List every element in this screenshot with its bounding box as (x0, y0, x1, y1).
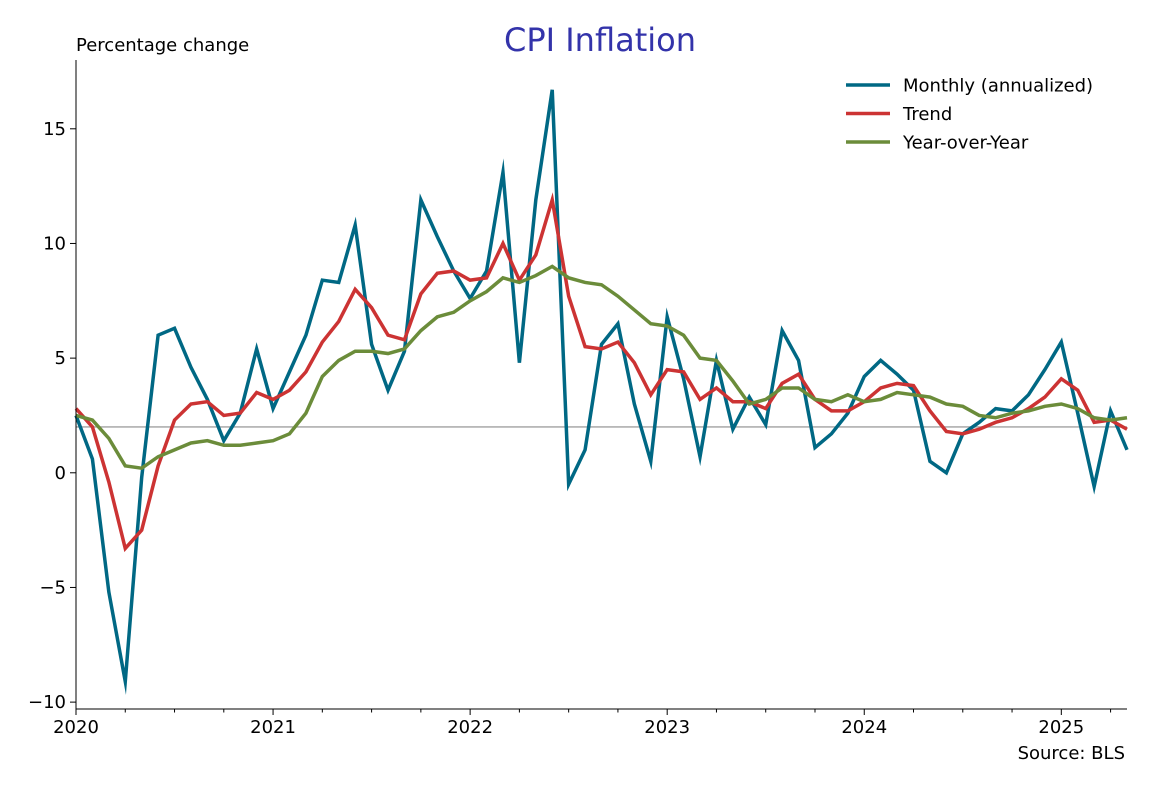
x-tick-label: 2022 (447, 717, 493, 738)
y-tick-label: 0 (55, 463, 66, 484)
legend: Monthly (annualized) Trend Year-over-Year (846, 76, 1093, 154)
y-tick-label: 5 (55, 348, 66, 369)
x-tick-label: 2020 (53, 717, 99, 738)
legend-label: Monthly (annualized) (903, 76, 1093, 97)
x-tick-label: 2025 (1038, 717, 1084, 738)
x-tick-label: 2023 (644, 717, 690, 738)
chart-title: CPI Inflation (504, 21, 696, 59)
series-line-3 (75, 264, 1128, 471)
series-line-2 (74, 192, 1128, 553)
x-tick-label: 2021 (250, 717, 296, 738)
y-tick-label: 15 (43, 119, 66, 140)
axes-layer: −10 −5 0 5 10 15 2020 2021 2022 2023 2024 2025 (28, 60, 1127, 738)
y-tick-label: −5 (39, 577, 66, 598)
legend-label: Year-over-Year (902, 133, 1029, 154)
legend-label: Trend (902, 104, 952, 125)
series-line-1 (74, 89, 1129, 695)
series-layer (74, 89, 1129, 695)
y-tick-label: −10 (28, 692, 66, 713)
y-axis-label: Percentage change (76, 35, 249, 56)
x-tick-label: 2024 (841, 717, 887, 738)
source-note: Source: BLS (1018, 743, 1125, 764)
y-tick-label: 10 (43, 233, 66, 254)
